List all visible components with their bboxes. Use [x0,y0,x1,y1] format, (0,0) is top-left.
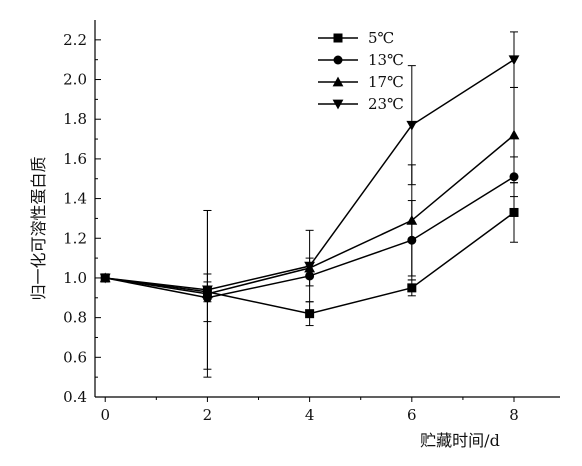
triangle-down-marker [99,273,111,284]
y-tick-label: 1.4 [63,190,87,208]
triangle-down-marker [304,261,316,272]
x-tick-label: 6 [407,406,417,424]
legend-label: 17℃ [368,73,404,91]
x-tick-label: 0 [100,406,110,424]
triangle-down-marker [332,99,344,110]
x-tick-label: 4 [305,406,315,424]
x-axis-title: 贮藏时间/d [420,431,500,450]
circle-marker [509,172,519,182]
triangle-up-marker [332,76,344,87]
triangle-up-marker [406,215,418,225]
legend: 5℃ 13℃ 17℃ 23℃ [318,29,404,113]
y-tick-label: 2.2 [63,31,87,49]
legend-label: 13℃ [368,51,404,69]
y-axis-title: 归一化可溶性蛋白质 [29,156,48,300]
markers [99,55,520,319]
legend-label: 5℃ [368,29,394,47]
triangle-down-marker [508,55,520,66]
y-tick-label: 1.8 [63,110,87,128]
y-tick-label: 0.4 [63,388,87,406]
y-tick-label: 0.6 [63,348,87,366]
y-tick-label: 0.8 [63,309,87,327]
triangle-up-marker [508,129,520,140]
axes: 0.4 0.6 0.8 1.0 1.2 1.4 1.6 1.8 2.0 2.2 0 2 4 6 8 [63,20,560,424]
square-marker [305,309,315,319]
circle-marker [305,271,315,281]
circle-marker [407,235,417,245]
square-marker [333,33,343,43]
triangle-down-marker [406,120,418,131]
y-tick-label: 1.2 [63,229,87,247]
square-marker [509,207,519,217]
square-marker [407,283,417,293]
legend-label: 23℃ [368,95,404,113]
x-tick-label: 8 [509,406,519,424]
x-tick-label: 2 [203,406,213,424]
y-tick-label: 1.0 [63,269,87,287]
y-tick-label: 2.0 [63,71,87,89]
y-tick-label: 1.6 [63,150,87,168]
circle-marker [333,55,343,65]
triangle-down-marker [202,285,213,296]
error-bars [101,31,519,378]
